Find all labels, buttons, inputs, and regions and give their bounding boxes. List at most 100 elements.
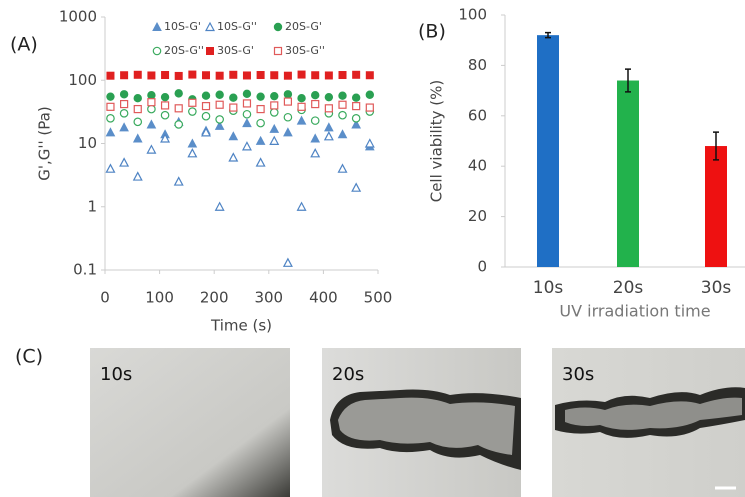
bar [617,80,639,268]
x-tick-label: 200 [200,289,229,307]
marker [310,148,321,158]
marker [160,92,170,102]
marker [338,110,347,120]
marker [201,127,212,137]
marker [270,101,279,110]
legend-marker [206,47,214,55]
y-axis-label: G',G'' (Pa) [36,106,54,180]
marker [297,94,306,103]
marker [119,157,130,167]
vessel-lumen [338,397,515,455]
marker [296,115,307,125]
marker [146,144,157,154]
marker [365,103,374,112]
panel-label: (B) [418,21,446,43]
marker [106,92,115,101]
marker [106,71,115,80]
y-tick-label: 80 [468,56,487,74]
marker [324,122,334,132]
legend-label: 30S-G'' [285,44,325,57]
marker [337,129,348,139]
marker [270,71,279,80]
x-tick-label: 10s [533,278,564,298]
marker [324,92,334,102]
marker [352,102,361,111]
marker [352,70,361,79]
x-tick-label: 20s [613,278,644,298]
marker [310,133,321,143]
marker [255,135,266,145]
marker [106,102,115,111]
image-label: 20s [332,364,364,385]
marker [147,98,156,107]
legend-marker [152,46,162,56]
x-axis-label: Time (s) [210,317,272,335]
marker [255,157,266,167]
marker [256,104,265,114]
marker [229,93,238,102]
marker [256,92,265,101]
x-tick-label: 500 [364,289,393,307]
marker [214,201,225,211]
marker [256,71,265,80]
legend-marker [273,46,283,56]
marker [351,182,362,192]
marker [133,104,142,114]
marker [241,141,252,151]
marker [202,71,211,80]
legend-label: 30S-G' [217,44,254,57]
marker [283,112,293,122]
marker [147,104,156,114]
marker [338,91,347,100]
marker [215,100,224,109]
marker [283,97,293,106]
x-tick-label: 400 [309,289,338,307]
marker [174,120,184,129]
marker [229,70,238,79]
marker [201,102,211,111]
marker [310,116,320,125]
marker [161,71,170,80]
error-bar [625,68,631,93]
marker [105,163,116,173]
marker [133,117,143,127]
legend-label: 20S-G'' [164,44,204,57]
marker [160,133,171,143]
marker [188,98,197,107]
marker [133,94,142,103]
marker [351,93,361,102]
marker [215,115,224,124]
x-tick-label: 0 [100,289,110,307]
marker [147,91,156,100]
marker [174,89,183,98]
marker [215,71,224,80]
marker [106,114,115,123]
marker [337,163,348,173]
marker [365,71,374,80]
marker [269,135,280,145]
legend-marker [205,21,215,32]
y-tick-label: 0.1 [73,261,97,279]
marker [215,90,224,99]
marker [311,71,320,80]
x-axis-label: UV irradiation time [559,302,710,321]
y-tick-label: 1 [87,197,97,215]
marker [351,114,361,123]
marker [324,71,333,80]
marker [160,101,170,110]
y-tick-label: 60 [468,106,487,124]
marker [119,90,129,99]
marker [269,123,280,133]
micrograph [90,348,290,497]
marker [242,99,252,108]
marker [228,131,239,141]
y-tick-label: 40 [468,157,487,175]
error-bar [713,131,719,161]
marker [120,71,129,80]
marker [297,70,306,79]
marker [242,89,252,99]
marker [119,122,129,132]
marker [270,91,279,101]
marker [297,102,306,111]
